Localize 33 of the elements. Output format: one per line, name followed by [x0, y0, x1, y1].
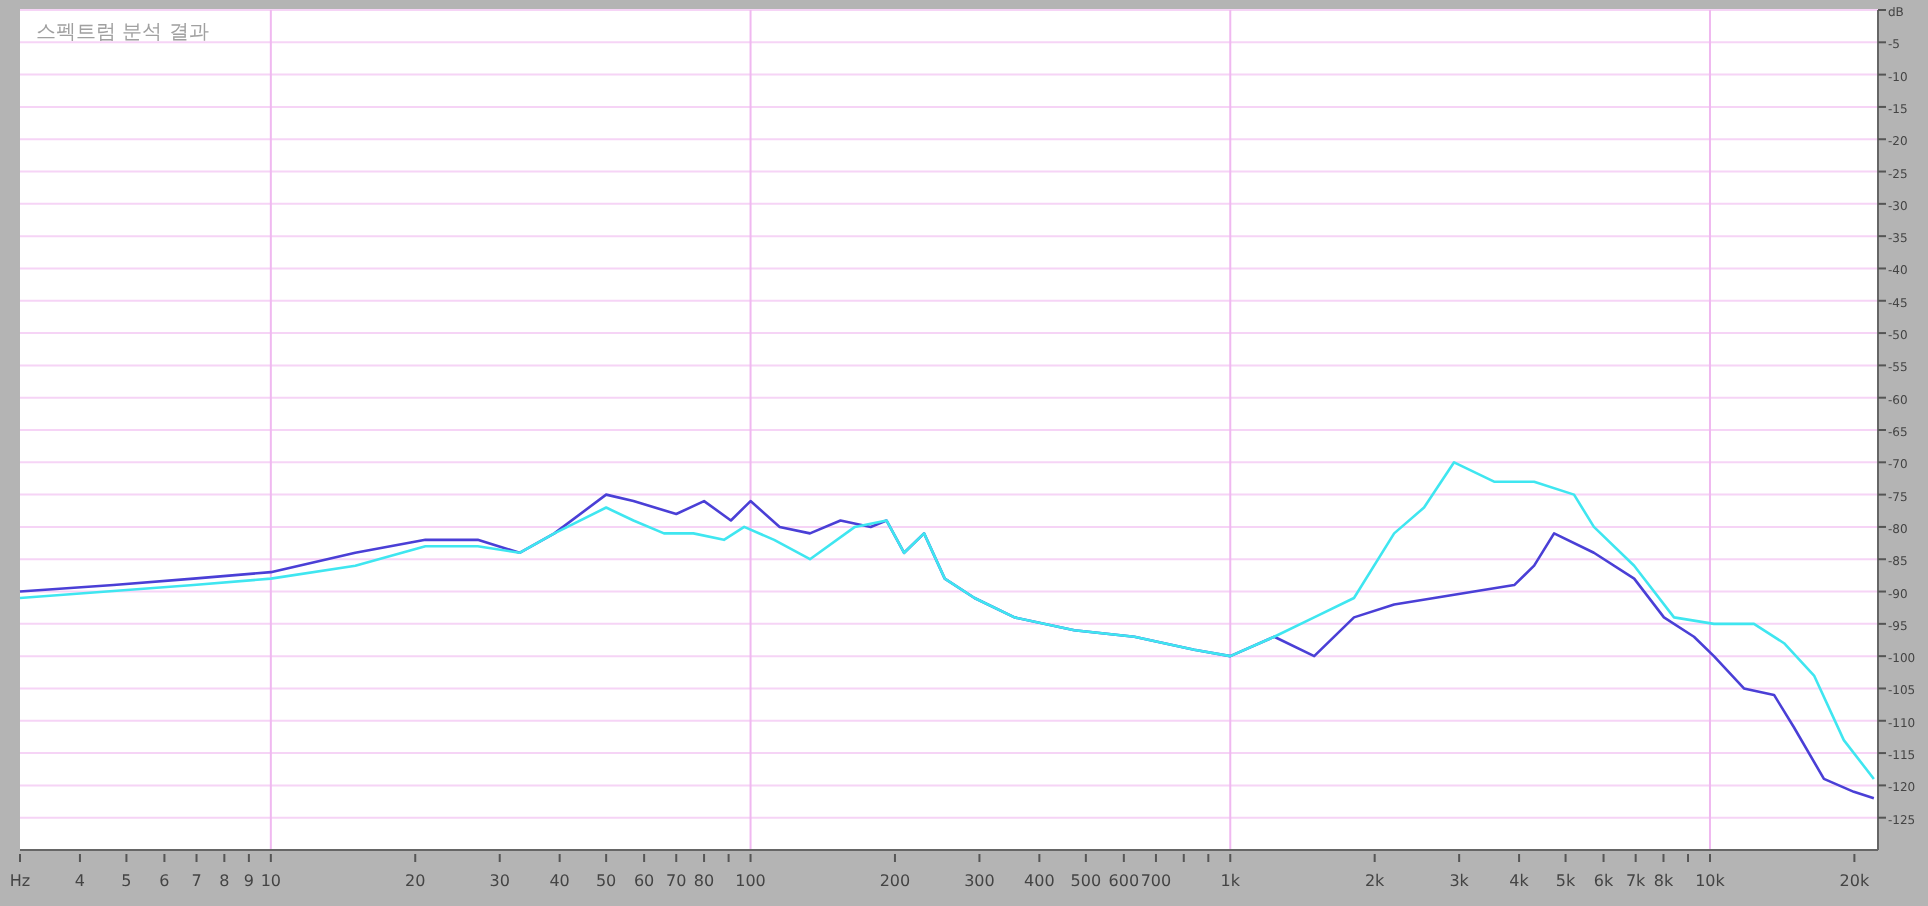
x-tick-label: 10: [260, 872, 282, 890]
x-tick-label: 5k: [1555, 872, 1577, 890]
x-tick-label: 60: [633, 872, 655, 890]
x-tick-label: 40: [549, 872, 570, 890]
text: 스펙트럼 분석 결과: [36, 22, 209, 44]
x-tick-label: 9: [243, 872, 254, 890]
x-tick-label: 400: [1024, 872, 1055, 890]
x-tick-label: 20k: [1839, 872, 1870, 890]
x-tick-label: 30: [489, 872, 510, 890]
x-tick-label: 8: [219, 872, 230, 890]
x-tick-label: 7k: [1625, 872, 1647, 890]
x-tick-label: 200: [879, 872, 911, 890]
x-tick-label: 80: [693, 872, 715, 890]
x-tick-label: 300: [964, 872, 995, 890]
x-tick-label: 7: [191, 872, 202, 890]
x-tick-label: 600: [1108, 872, 1140, 890]
x-tick-label: 6: [159, 872, 170, 890]
x-tick-label: 4k: [1509, 872, 1530, 890]
x-tick-label: 8k: [1653, 872, 1674, 890]
x-tick-label: Hz: [9, 872, 31, 890]
x-tick-label: 70: [666, 872, 687, 890]
x-tick-label: 500: [1070, 872, 1102, 890]
x-tick-label: 2k: [1364, 872, 1386, 890]
x-tick-label: 10k: [1695, 872, 1726, 890]
x-tick-label: 5: [121, 872, 132, 890]
x-tick-label: 1k: [1220, 872, 1241, 890]
x-tick-label: 50: [595, 872, 617, 890]
x-tick-label: 100: [735, 872, 766, 890]
x-tick-label: 700: [1140, 872, 1172, 890]
x-tick-label: 20: [405, 872, 426, 890]
x-tick-label: 6k: [1593, 872, 1614, 890]
x-tick-label: 3k: [1449, 872, 1470, 890]
x-tick-label: 4: [74, 872, 86, 890]
